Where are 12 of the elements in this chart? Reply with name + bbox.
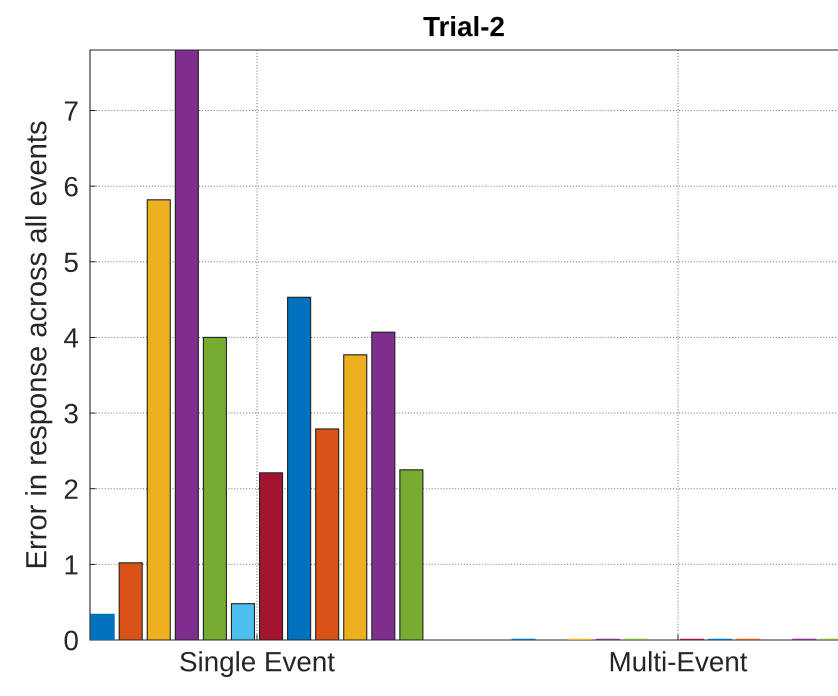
- y-tick-label: 6: [64, 176, 78, 196]
- y-tick-label: 5: [64, 252, 78, 272]
- y-axis-title: Error in response across all events: [25, 122, 52, 568]
- y-tick-label: 3: [64, 404, 78, 424]
- chart-title: Trial-2: [423, 16, 504, 36]
- x-tick-label: Single Event: [180, 651, 335, 678]
- y-tick-label: 7: [64, 101, 78, 121]
- y-tick-label: 4: [64, 328, 78, 348]
- x-tick-label: Multi-Event: [610, 651, 748, 672]
- y-tick-label: 0: [64, 630, 78, 650]
- y-tick-label: 1: [66, 555, 78, 574]
- y-tick-label: 2: [64, 479, 78, 499]
